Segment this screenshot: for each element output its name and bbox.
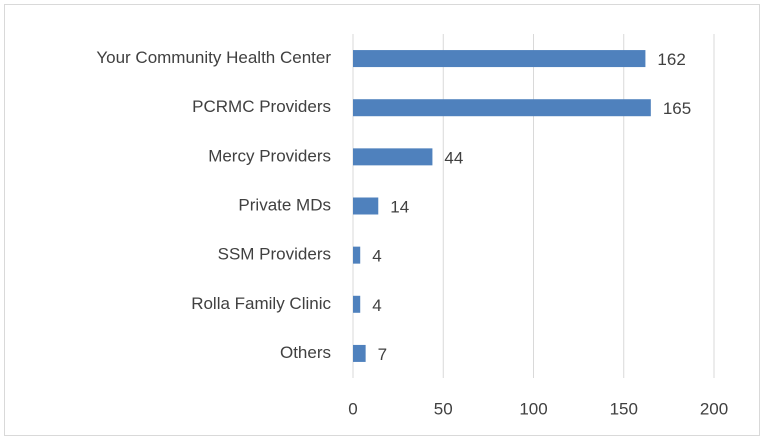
y-tick-label: Others xyxy=(280,343,331,362)
y-tick-label: PCRMC Providers xyxy=(192,97,331,116)
bar xyxy=(353,197,379,215)
y-tick-label: Private MDs xyxy=(238,195,331,214)
x-tick-label: 50 xyxy=(434,399,453,418)
data-label: 4 xyxy=(372,296,381,315)
y-tick-label: Rolla Family Clinic xyxy=(191,294,331,313)
bar xyxy=(353,246,361,264)
y-tick-label: SSM Providers xyxy=(218,245,331,264)
data-label: 162 xyxy=(657,50,685,69)
y-tick-label: Your Community Health Center xyxy=(96,48,331,67)
x-tick-label: 150 xyxy=(610,399,638,418)
x-tick-label: 200 xyxy=(700,399,728,418)
chart-frame xyxy=(4,4,760,436)
x-tick-label: 100 xyxy=(519,399,547,418)
bar xyxy=(353,50,646,68)
data-label: 7 xyxy=(378,345,387,364)
data-label: 4 xyxy=(372,247,381,266)
bar xyxy=(353,344,366,362)
bar xyxy=(353,295,361,313)
bar xyxy=(353,148,433,166)
x-tick-label: 0 xyxy=(348,399,357,418)
data-label: 165 xyxy=(663,99,691,118)
y-tick-label: Mercy Providers xyxy=(208,146,331,165)
bar xyxy=(353,99,651,117)
data-label: 44 xyxy=(444,148,463,167)
data-label: 14 xyxy=(390,197,409,216)
